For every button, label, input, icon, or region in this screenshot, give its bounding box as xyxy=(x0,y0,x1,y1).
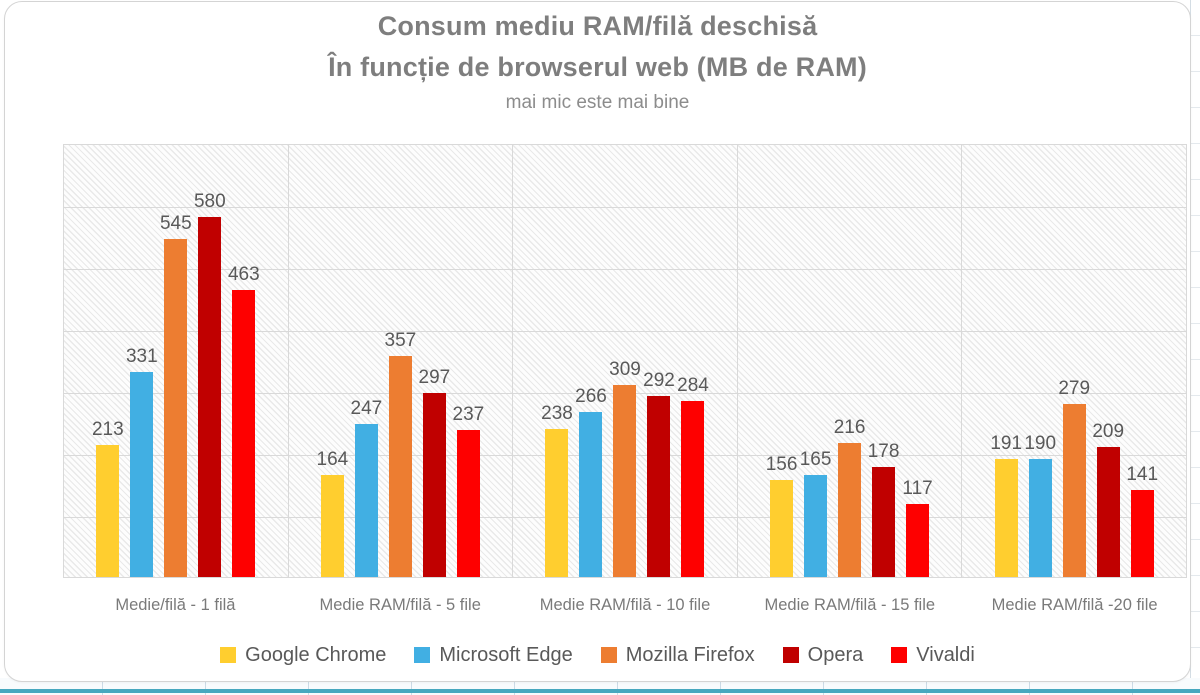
bar-value-label: 190 xyxy=(1024,433,1057,454)
bar-opera[interactable]: 292 xyxy=(643,370,675,577)
chart-title: Consum mediu RAM/filă deschisă xyxy=(377,11,818,41)
bar-google-chrome[interactable]: 164 xyxy=(317,449,348,577)
category-axis: Medie/filă - 1 filă Medie RAM/filă - 5 fi… xyxy=(63,593,1187,617)
bar-value-label: 209 xyxy=(1092,421,1125,442)
bar-value-label: 357 xyxy=(384,330,417,351)
legend-label: Google Chrome xyxy=(245,643,387,666)
legend-label: Mozilla Firefox xyxy=(625,643,755,666)
bar-google-chrome[interactable]: 213 xyxy=(92,419,124,577)
chart-object[interactable]: Consum mediu RAM/filă deschisă În funcți… xyxy=(4,1,1191,682)
bar-value-label: 165 xyxy=(799,449,832,470)
bar-mozilla-firefox[interactable]: 545 xyxy=(160,213,192,577)
category-label: Medie RAM/filă - 5 file xyxy=(319,596,481,614)
bar-value-label: 580 xyxy=(193,191,226,212)
bar-value-label: 309 xyxy=(609,359,641,380)
legend: Google Chrome Microsoft Edge Mozilla Firef… xyxy=(5,642,1190,668)
bar-value-label: 117 xyxy=(902,478,933,499)
category-label: Medie RAM/filă - 10 file xyxy=(539,596,711,614)
category-label: Medie RAM/filă - 15 file xyxy=(764,596,936,614)
category-panel: 156 165 216 178 117 xyxy=(736,145,962,577)
bar-value-label: 238 xyxy=(541,403,573,424)
bar-value-label: 297 xyxy=(418,367,451,388)
bar-vivaldi[interactable]: 284 xyxy=(677,375,709,577)
bar-microsoft-edge[interactable]: 247 xyxy=(351,398,382,577)
bar-mozilla-firefox[interactable]: 357 xyxy=(385,330,416,577)
bar-google-chrome[interactable]: 191 xyxy=(990,433,1022,577)
gridline xyxy=(64,269,1186,270)
bar-microsoft-edge[interactable]: 266 xyxy=(575,386,607,577)
bar-value-label: 284 xyxy=(677,375,709,396)
legend-item-microsoft-edge[interactable]: Microsoft Edge xyxy=(414,643,573,667)
bar-value-label: 247 xyxy=(350,398,383,419)
bar-google-chrome[interactable]: 156 xyxy=(766,454,797,577)
legend-item-mozilla-firefox[interactable]: Mozilla Firefox xyxy=(600,643,755,667)
legend-label: Vivaldi xyxy=(916,643,975,666)
bar-value-label: 156 xyxy=(765,454,798,475)
bar-vivaldi[interactable]: 463 xyxy=(228,264,260,577)
bar-opera[interactable]: 297 xyxy=(419,367,450,577)
bar-opera[interactable]: 209 xyxy=(1092,421,1124,577)
bar-vivaldi[interactable]: 117 xyxy=(902,478,933,577)
spreadsheet-right-sliver xyxy=(1190,0,1200,682)
bar-value-label: 191 xyxy=(990,433,1023,454)
category-panel: 213 331 545 580 463 xyxy=(64,145,288,577)
bar-mozilla-firefox[interactable]: 309 xyxy=(609,359,641,577)
bar-value-label: 213 xyxy=(91,419,124,440)
bar-value-label: 266 xyxy=(575,386,607,407)
legend-item-google-chrome[interactable]: Google Chrome xyxy=(220,644,386,667)
bar-value-label: 141 xyxy=(1126,464,1159,485)
bar-value-label: 237 xyxy=(452,404,485,425)
gridline xyxy=(64,331,1186,332)
legend-swatch xyxy=(220,647,237,663)
bar-microsoft-edge[interactable]: 165 xyxy=(800,449,831,577)
plot-area[interactable]: 213 331 545 580 463 164 247 357 297 237 238 266 309 2… xyxy=(63,144,1187,578)
legend-swatch xyxy=(891,647,908,663)
bar-value-label: 545 xyxy=(159,213,192,234)
bar-microsoft-edge[interactable]: 190 xyxy=(1024,433,1056,577)
category-panel: 164 247 357 297 237 xyxy=(287,145,513,577)
bar-value-label: 463 xyxy=(227,264,260,285)
category-label: Medie RAM/filă -20 file xyxy=(991,596,1158,614)
chart-note: mai mic este mai bine xyxy=(505,92,690,113)
legend-label: Opera xyxy=(807,643,864,666)
legend-item-opera[interactable]: Opera xyxy=(782,643,864,667)
bar-google-chrome[interactable]: 238 xyxy=(541,403,573,577)
bar-microsoft-edge[interactable]: 331 xyxy=(126,346,158,577)
spreadsheet-bottom-strip xyxy=(0,678,1200,695)
bar-opera[interactable]: 580 xyxy=(194,191,226,577)
category-panel: 238 266 309 292 284 xyxy=(512,145,737,577)
gridline xyxy=(64,207,1186,208)
legend-swatch xyxy=(600,647,617,663)
legend-swatch xyxy=(414,647,431,663)
bar-value-label: 292 xyxy=(643,370,675,391)
bar-opera[interactable]: 178 xyxy=(868,441,899,577)
legend-item-vivaldi[interactable]: Vivaldi xyxy=(891,644,975,667)
bar-mozilla-firefox[interactable]: 216 xyxy=(834,417,865,577)
legend-swatch xyxy=(782,647,799,663)
bar-value-label: 178 xyxy=(867,441,900,462)
category-label: Medie/filă - 1 filă xyxy=(115,596,236,614)
bar-vivaldi[interactable]: 237 xyxy=(453,404,484,577)
category-panel: 191 190 279 209 141 xyxy=(961,145,1186,577)
bar-value-label: 279 xyxy=(1058,378,1091,399)
bar-value-label: 164 xyxy=(316,449,349,470)
bar-value-label: 216 xyxy=(833,417,866,438)
legend-label: Microsoft Edge xyxy=(439,643,573,666)
bar-value-label: 331 xyxy=(125,346,158,367)
bar-vivaldi[interactable]: 141 xyxy=(1126,464,1158,577)
chart-subtitle: În funcție de browserul web (MB de RAM) xyxy=(328,52,867,82)
bar-mozilla-firefox[interactable]: 279 xyxy=(1058,378,1090,577)
spreadsheet-teal-line xyxy=(0,689,1200,693)
